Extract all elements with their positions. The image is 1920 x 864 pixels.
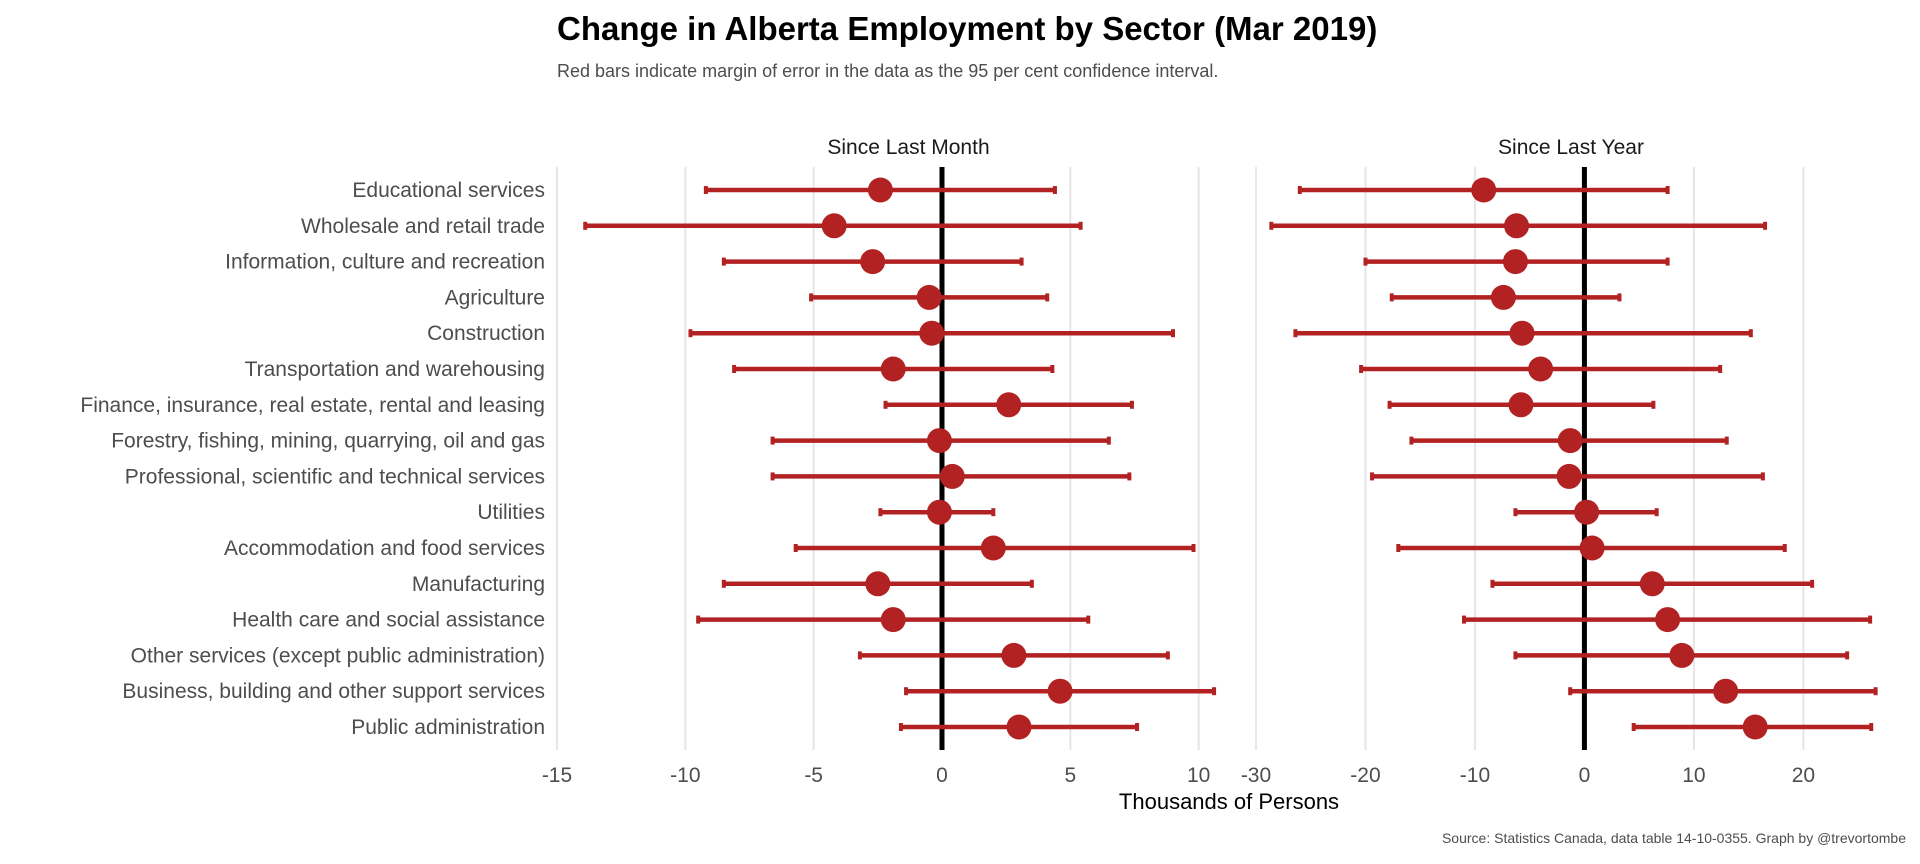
data-point	[939, 463, 965, 489]
plot-area: Educational services Wholesale and retail…	[80, 136, 1878, 787]
x-tick-label: 10	[1682, 764, 1705, 787]
data-point	[1001, 642, 1027, 668]
category-label: Agriculture	[445, 286, 545, 309]
x-tick-label: 5	[1064, 764, 1076, 787]
category-label: Health care and social assistance	[232, 609, 545, 632]
data-point	[1669, 642, 1695, 668]
data-point	[1490, 284, 1516, 310]
data-point	[1508, 392, 1534, 418]
data-point	[1713, 678, 1739, 704]
data-point	[916, 284, 942, 310]
category-label: Utilities	[477, 501, 545, 524]
data-point	[880, 356, 906, 382]
data-point	[867, 177, 893, 203]
data-point	[1006, 714, 1032, 740]
category-label: Other services (except public administra…	[131, 644, 545, 667]
x-tick-label: -10	[1460, 764, 1490, 787]
x-tick-label: -15	[542, 764, 572, 787]
data-point	[1504, 213, 1530, 239]
x-tick-label: -20	[1350, 764, 1380, 787]
data-point	[1502, 249, 1528, 275]
data-point	[1471, 177, 1497, 203]
data-point	[926, 499, 952, 525]
data-point	[1047, 678, 1073, 704]
data-point	[860, 249, 886, 275]
data-point	[1639, 571, 1665, 597]
x-tick-label: -30	[1241, 764, 1271, 787]
category-label: Educational services	[352, 179, 545, 202]
data-point	[980, 535, 1006, 561]
category-label: Manufacturing	[412, 573, 545, 596]
panel-title: Since Last Month	[827, 136, 989, 159]
category-label: Wholesale and retail trade	[301, 215, 545, 238]
category-label: Finance, insurance, real estate, rental …	[80, 394, 545, 417]
category-label: Transportation and warehousing	[245, 358, 545, 381]
x-tick-label: 10	[1187, 764, 1210, 787]
data-point	[1528, 356, 1554, 382]
data-point	[1556, 463, 1582, 489]
data-point	[821, 213, 847, 239]
chart-caption: Source: Statistics Canada, data table 14…	[1442, 830, 1906, 846]
category-label: Business, building and other support ser…	[122, 680, 545, 703]
category-label: Construction	[427, 322, 545, 345]
data-point	[1509, 320, 1535, 346]
data-point	[919, 320, 945, 346]
data-point	[880, 607, 906, 633]
x-tick-label: -5	[804, 764, 823, 787]
panel-title: Since Last Year	[1498, 136, 1644, 159]
data-point	[1655, 607, 1681, 633]
chart-title: Change in Alberta Employment by Sector (…	[557, 10, 1377, 47]
x-axis-title: Thousands of Persons	[1119, 789, 1339, 814]
data-point	[1742, 714, 1768, 740]
x-tick-label: 20	[1792, 764, 1815, 787]
chart-subtitle: Red bars indicate margin of error in the…	[557, 61, 1218, 81]
x-tick-label: 0	[1579, 764, 1591, 787]
data-point	[1579, 535, 1605, 561]
category-label: Accommodation and food services	[224, 537, 545, 560]
category-label: Information, culture and recreation	[225, 251, 545, 274]
x-tick-label: -10	[670, 764, 700, 787]
category-label: Public administration	[351, 716, 545, 739]
data-point	[865, 571, 891, 597]
x-tick-label: 0	[936, 764, 948, 787]
category-label: Professional, scientific and technical s…	[125, 465, 545, 488]
panel: Since Last Month -15 -10 -5 0 5 10	[542, 136, 1217, 787]
panel: Since Last Year -30 -20 -10 0 10 20	[1241, 136, 1878, 787]
data-point	[1557, 428, 1583, 454]
category-label: Forestry, fishing, mining, quarrying, oi…	[111, 430, 545, 453]
data-point	[996, 392, 1022, 418]
data-point	[926, 428, 952, 454]
data-point	[1574, 499, 1600, 525]
